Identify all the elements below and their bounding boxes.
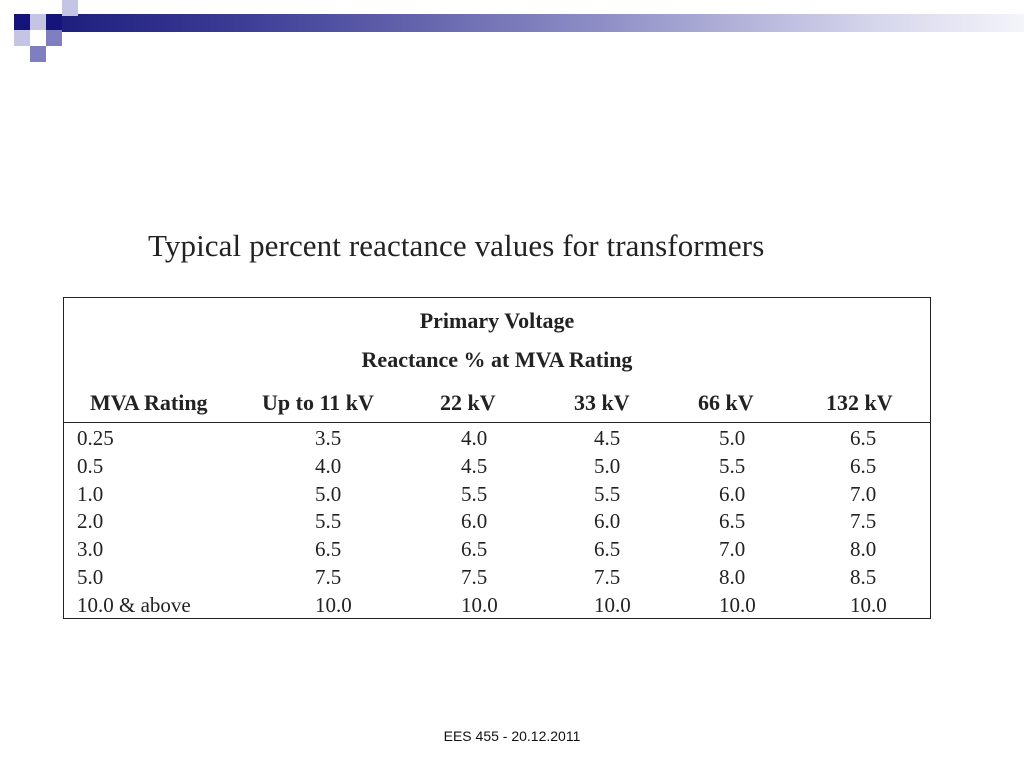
table-cell: 5.5 xyxy=(719,453,746,478)
table-header-primary-voltage: Primary Voltage xyxy=(419,308,575,333)
table-cell: 10.0 xyxy=(315,592,352,617)
header-divider xyxy=(64,422,930,423)
table-cell: 8.0 xyxy=(850,537,877,562)
row-mva-rating: 5.0 xyxy=(77,565,104,589)
column-header-132kv: 132 kV xyxy=(826,390,893,415)
table-cell: 10.0 xyxy=(461,592,498,617)
table-cell: 5.0 xyxy=(315,481,342,506)
row-mva-rating: 2.0 xyxy=(77,509,104,534)
table-cell: 8.5 xyxy=(850,565,877,589)
table-cell: 6.5 xyxy=(719,509,746,534)
column-header-66kv: 66 kV xyxy=(698,390,754,415)
decor-square xyxy=(62,0,78,16)
table-cell: 7.0 xyxy=(719,537,746,562)
row-mva-rating: 10.0 & above xyxy=(77,592,191,617)
table-cell: 5.0 xyxy=(719,426,746,450)
table-cell: 10.0 xyxy=(719,592,756,617)
table-cell: 6.5 xyxy=(315,537,342,562)
table-cell: 7.5 xyxy=(594,565,621,589)
column-header-22kv: 22 kV xyxy=(440,390,496,415)
table-cell: 6.0 xyxy=(461,509,488,534)
column-header-11kv: Up to 11 kV xyxy=(262,390,374,415)
table-cell: 5.5 xyxy=(315,509,342,534)
table-cell: 8.0 xyxy=(719,565,746,589)
table-cell: 5.0 xyxy=(594,453,621,478)
table-cell: 7.0 xyxy=(850,481,877,506)
table-cell: 5.5 xyxy=(461,481,488,506)
table-cell: 3.5 xyxy=(315,426,342,450)
table-cell: 7.5 xyxy=(315,565,342,589)
decor-square xyxy=(30,30,46,46)
table-cell: 10.0 xyxy=(594,592,631,617)
reactance-table: Primary Voltage Reactance % at MVA Ratin… xyxy=(63,297,931,619)
table-cell: 4.0 xyxy=(315,453,342,478)
table-cell: 7.5 xyxy=(850,509,877,534)
table-header-reactance: Reactance % at MVA Rating xyxy=(361,347,633,372)
decor-square xyxy=(30,14,46,30)
decor-square xyxy=(14,14,30,30)
decor-square xyxy=(14,30,30,46)
table-cell: 6.0 xyxy=(719,481,746,506)
column-header-33kv: 33 kV xyxy=(574,390,630,415)
table-cell: 6.5 xyxy=(850,426,877,450)
table-cell: 7.5 xyxy=(461,565,488,589)
table-cell: 10.0 xyxy=(850,592,887,617)
footer-text: EES 455 - 20.12.2011 xyxy=(443,728,581,744)
row-mva-rating: 3.0 xyxy=(77,537,104,562)
table-cell: 4.5 xyxy=(594,426,621,450)
header-gradient-bar xyxy=(48,14,1024,32)
row-mva-rating: 1.0 xyxy=(77,481,104,506)
decor-square xyxy=(30,46,46,62)
table-cell: 6.5 xyxy=(461,537,488,562)
table-cell: 4.5 xyxy=(461,453,488,478)
column-header-mva-rating: MVA Rating xyxy=(90,390,208,415)
row-mva-rating: 0.5 xyxy=(77,453,104,478)
table-cell: 6.0 xyxy=(594,509,621,534)
slide-title: Typical percent reactance values for tra… xyxy=(148,228,765,263)
table-cell: 5.5 xyxy=(594,481,621,506)
decor-square xyxy=(46,30,62,46)
row-mva-rating: 0.25 xyxy=(77,426,114,450)
table-cell: 6.5 xyxy=(850,453,877,478)
table-cell: 6.5 xyxy=(594,537,621,562)
table-cell: 4.0 xyxy=(461,426,488,450)
decor-square xyxy=(46,14,62,30)
